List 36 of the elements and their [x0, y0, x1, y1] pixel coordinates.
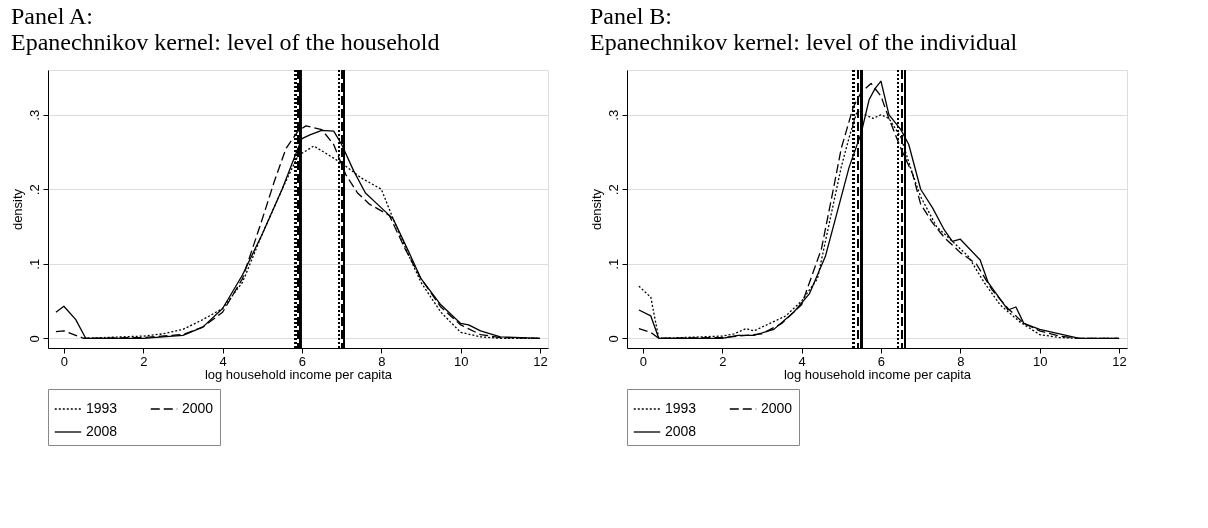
- x-tick-label: 8: [378, 353, 386, 369]
- legend-label: 2008: [665, 423, 697, 439]
- x-tick-label: 4: [219, 353, 227, 369]
- x-tick-label: 2: [719, 353, 727, 369]
- y-tick-label: 0: [605, 335, 621, 343]
- y-tick-label: .1: [26, 258, 42, 270]
- legend-label: 2000: [761, 400, 793, 416]
- legend-label: 1993: [665, 400, 697, 416]
- y-tick-label: .2: [605, 184, 621, 196]
- x-tick-label: 6: [877, 353, 886, 369]
- y-tick-label: .3: [605, 109, 621, 121]
- text: Epanechnikov kernel: level of the household: [11, 29, 440, 56]
- legend-label: 2000: [182, 400, 214, 416]
- legend-label: 2008: [86, 423, 118, 439]
- x-tick-label: 10: [453, 353, 469, 369]
- y-tick-label: .3: [26, 109, 42, 121]
- legend-label: 1993: [86, 400, 118, 416]
- x-tick-label: 8: [957, 353, 965, 369]
- x-tick-label: 0: [639, 353, 647, 369]
- x-tick-label: 6: [298, 353, 307, 369]
- x-tick-label: 4: [798, 353, 806, 369]
- y-tick-label: 0: [26, 335, 42, 343]
- x-axis-title: log household income per capita: [783, 366, 972, 382]
- y-tick-label: .1: [605, 258, 621, 270]
- y-axis-title: density: [9, 188, 25, 231]
- text: Panel B:: [590, 3, 672, 30]
- y-tick-label: .2: [26, 184, 42, 196]
- x-tick-label: 12: [533, 353, 548, 369]
- x-tick-label: 2: [140, 353, 148, 369]
- y-axis-title: density: [588, 188, 604, 231]
- x-tick-label: 10: [1032, 353, 1048, 369]
- x-tick-label: 0: [60, 353, 68, 369]
- text: Panel A:: [11, 3, 93, 30]
- x-axis-title: log household income per capita: [204, 366, 393, 382]
- text: Epanechnikov kernel: level of the individual: [590, 29, 1018, 56]
- x-tick-label: 12: [1112, 353, 1127, 369]
